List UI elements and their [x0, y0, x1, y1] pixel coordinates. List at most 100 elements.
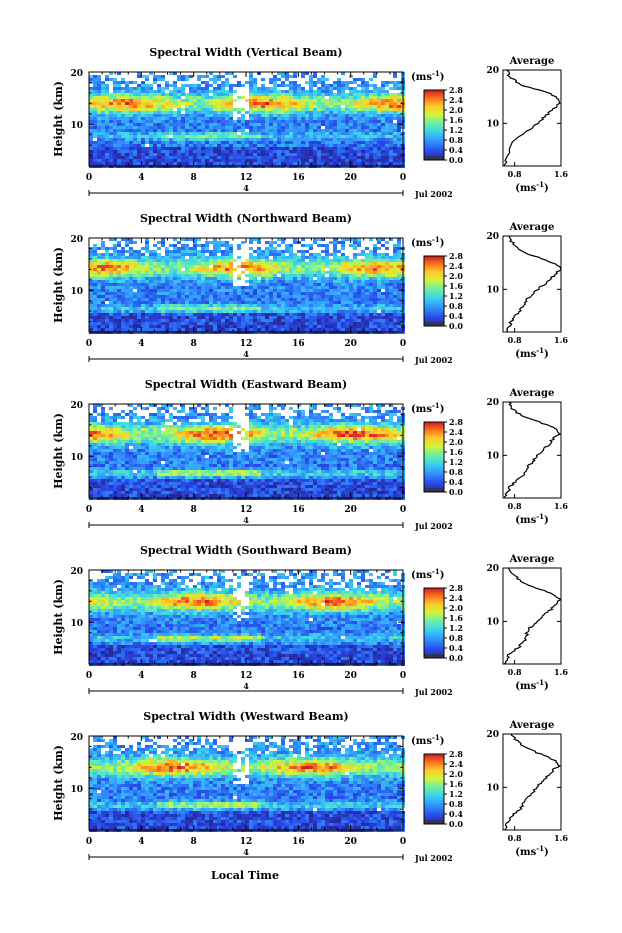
- colorbar-tick-label: 0.0: [449, 487, 463, 497]
- colorbar-tick-label: 1.2: [449, 457, 463, 467]
- x-tick-label: 0: [86, 339, 92, 349]
- x-tick-label: 4: [138, 505, 144, 515]
- colorbar-tick-label: 0.4: [449, 311, 463, 321]
- avg-unit-label: (ms-1): [515, 180, 548, 194]
- colorbar-tick-label: 2.8: [449, 749, 463, 759]
- date-label: Jul 2002: [414, 355, 453, 365]
- colorbar-tick-label: 2.8: [449, 251, 463, 261]
- colorbar-tick-label: 1.2: [449, 789, 463, 799]
- panel-title: Spectral Width (Southward Beam): [140, 544, 352, 557]
- colorbar-unit-label: (ms-1): [411, 69, 444, 83]
- average-title: Average: [509, 554, 555, 565]
- x-tick-label: 4: [138, 339, 144, 349]
- x-tick-label: 20: [344, 671, 357, 681]
- y-tick-label: 10: [70, 785, 83, 795]
- avg-y-tick-label: 10: [486, 451, 499, 461]
- colorbar-tick-label: 1.2: [449, 623, 463, 633]
- colorbar-tick-label: 0.4: [449, 477, 463, 487]
- date-marker-label: 4: [243, 349, 249, 359]
- date-label: Jul 2002: [414, 521, 453, 531]
- heatmap-field: [89, 736, 405, 832]
- date-marker-label: 4: [243, 681, 249, 691]
- x-tick-label: 20: [344, 173, 357, 183]
- y-tick-label: 10: [70, 121, 83, 131]
- colorbar-unit-label: (ms-1): [411, 401, 444, 415]
- avg-y-tick-label: 20: [486, 232, 499, 242]
- date-marker-label: 4: [243, 183, 249, 193]
- colorbar-tick-label: 2.4: [449, 261, 463, 271]
- average-title: Average: [509, 56, 555, 67]
- colorbar-tick-label: 2.0: [449, 271, 463, 281]
- x-tick-label: 20: [344, 339, 357, 349]
- average-title: Average: [509, 388, 555, 399]
- y-tick-label: 10: [70, 619, 83, 629]
- x-tick-label: 12: [240, 173, 253, 183]
- x-tick-label: 12: [240, 505, 253, 515]
- colorbar-tick-label: 2.8: [449, 85, 463, 95]
- x-tick-label: 12: [240, 837, 253, 847]
- x-tick-label: 8: [191, 339, 197, 349]
- x-tick-label: 8: [191, 173, 197, 183]
- colorbar-tick-label: 0.4: [449, 145, 463, 155]
- colorbar: 0.00.40.81.21.62.02.42.8: [424, 417, 463, 497]
- y-tick-label: 20: [70, 235, 83, 245]
- y-tick-label: 20: [70, 69, 83, 79]
- x-tick-label: 16: [292, 339, 305, 349]
- colorbar-tick-label: 0.8: [449, 799, 463, 809]
- colorbar-unit-label: (ms-1): [411, 733, 444, 747]
- colorbar-tick-label: 2.4: [449, 427, 463, 437]
- avg-unit-label: (ms-1): [515, 678, 548, 692]
- avg-y-tick-label: 10: [486, 617, 499, 627]
- heatmap-field: [89, 72, 405, 168]
- avg-y-tick-label: 10: [486, 285, 499, 295]
- heatmap-field: [89, 404, 405, 500]
- date-marker-label: 4: [243, 847, 249, 857]
- colorbar-tick-label: 1.6: [449, 779, 463, 789]
- x-tick-label: 4: [138, 671, 144, 681]
- x-tick-label: 16: [292, 837, 305, 847]
- y-axis-label: Height (km): [52, 745, 65, 821]
- x-tick-label: 12: [240, 339, 253, 349]
- colorbar-tick-label: 0.0: [449, 155, 463, 165]
- colorbar-tick-label: 2.0: [449, 105, 463, 115]
- colorbar-tick-label: 1.6: [449, 447, 463, 457]
- colorbar-tick-label: 0.0: [449, 819, 463, 829]
- heatmap-field: [89, 570, 405, 666]
- y-tick-label: 20: [70, 733, 83, 743]
- colorbar: 0.00.40.81.21.62.02.42.8: [424, 85, 463, 165]
- x-tick-label: 0: [400, 671, 406, 681]
- avg-y-tick-label: 20: [486, 564, 499, 574]
- avg-y-tick-label: 10: [486, 783, 499, 793]
- colorbar-tick-label: 2.4: [449, 95, 463, 105]
- y-axis-label: Height (km): [52, 413, 65, 489]
- avg-x-tick-label: 1.6: [554, 501, 568, 511]
- avg-x-tick-label: 1.6: [554, 169, 568, 179]
- avg-x-tick-label: 1.6: [554, 335, 568, 345]
- x-tick-label: 0: [86, 173, 92, 183]
- avg-y-tick-label: 20: [486, 398, 499, 408]
- avg-y-tick-label: 20: [486, 730, 499, 740]
- panel-title: Spectral Width (Eastward Beam): [145, 378, 347, 391]
- avg-x-tick-label: 0.8: [508, 501, 522, 511]
- x-tick-label: 4: [138, 173, 144, 183]
- x-tick-label: 16: [292, 671, 305, 681]
- colorbar: 0.00.40.81.21.62.02.42.8: [424, 749, 463, 829]
- colorbar-tick-label: 0.4: [449, 809, 463, 819]
- colorbar-tick-label: 2.0: [449, 769, 463, 779]
- panel-title: Spectral Width (Northward Beam): [140, 212, 352, 225]
- x-tick-label: 12: [240, 671, 253, 681]
- x-tick-label: 8: [191, 505, 197, 515]
- colorbar-tick-label: 1.6: [449, 281, 463, 291]
- colorbar-unit-label: (ms-1): [411, 567, 444, 581]
- avg-y-tick-label: 10: [486, 119, 499, 129]
- panel-title: Spectral Width (Vertical Beam): [149, 46, 342, 59]
- colorbar-tick-label: 0.8: [449, 135, 463, 145]
- colorbar-tick-label: 0.8: [449, 301, 463, 311]
- colorbar-tick-label: 0.4: [449, 643, 463, 653]
- avg-x-tick-label: 1.6: [554, 833, 568, 843]
- average-title: Average: [509, 720, 555, 731]
- colorbar: 0.00.40.81.21.62.02.42.8: [424, 583, 463, 663]
- colorbar-tick-label: 0.8: [449, 633, 463, 643]
- colorbar-tick-label: 2.0: [449, 603, 463, 613]
